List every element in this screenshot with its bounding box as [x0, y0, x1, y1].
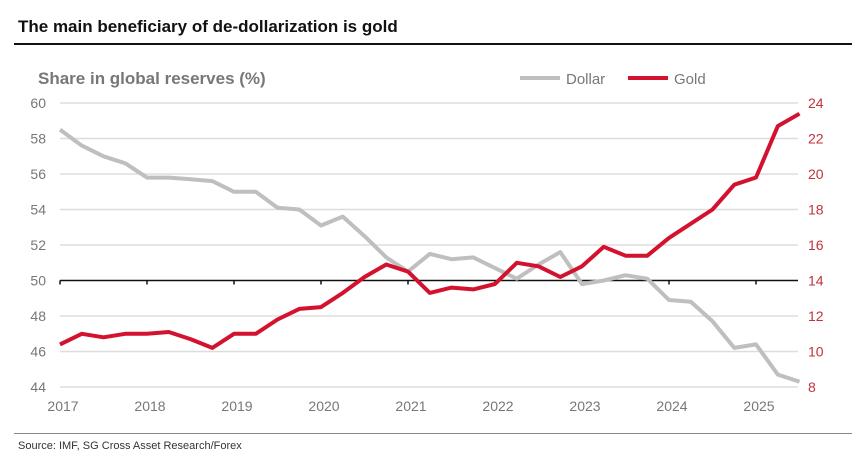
y-left-tick-label: 48 — [30, 308, 46, 324]
legend: Dollar Gold — [520, 71, 706, 88]
title-divider — [14, 43, 852, 45]
y-left-tick-label: 58 — [30, 131, 46, 147]
y-left-tick-label: 46 — [30, 344, 46, 360]
y-left-tick-label: 44 — [30, 379, 46, 395]
source-note: Source: IMF, SG Cross Asset Research/For… — [18, 440, 242, 452]
x-tick-label: 2017 — [47, 398, 78, 414]
y-right-tick-label: 14 — [808, 273, 824, 289]
x-tick-label: 2022 — [482, 398, 513, 414]
legend-label-dollar: Dollar — [566, 71, 605, 88]
y-left-tick-label: 60 — [30, 95, 46, 111]
legend-label-gold: Gold — [674, 71, 706, 88]
x-tick-label: 2023 — [569, 398, 600, 414]
y-right-tick-label: 18 — [808, 202, 824, 218]
y-right-tick-label: 22 — [808, 131, 824, 147]
y-right-tick-label: 24 — [808, 95, 824, 111]
y-left-tick-label: 50 — [30, 273, 46, 289]
x-tick-label: 2020 — [308, 398, 339, 414]
chart-subtitle: Share in global reserves (%) — [38, 69, 266, 88]
series-line-dollar — [58, 127, 801, 384]
y-right-tick-label: 12 — [808, 308, 824, 324]
x-tick-label: 2025 — [743, 398, 774, 414]
series-line-gold — [59, 111, 801, 350]
x-tick-label: 2021 — [395, 398, 426, 414]
y-right-tick-label: 20 — [808, 166, 824, 182]
y-right-tick-label: 16 — [808, 237, 824, 253]
y-left-tick-label: 56 — [30, 166, 46, 182]
y-left-tick-label: 54 — [30, 202, 46, 218]
x-tick-label: 2024 — [656, 398, 687, 414]
y-right-tick-label: 8 — [808, 379, 816, 395]
x-tick-label: 2018 — [134, 398, 165, 414]
chart-title: The main beneficiary of de-dollarization… — [18, 17, 398, 36]
source-divider — [14, 433, 852, 434]
x-tick-label: 2019 — [221, 398, 252, 414]
y-left-tick-label: 52 — [30, 237, 46, 253]
y-right-tick-label: 10 — [808, 344, 824, 360]
